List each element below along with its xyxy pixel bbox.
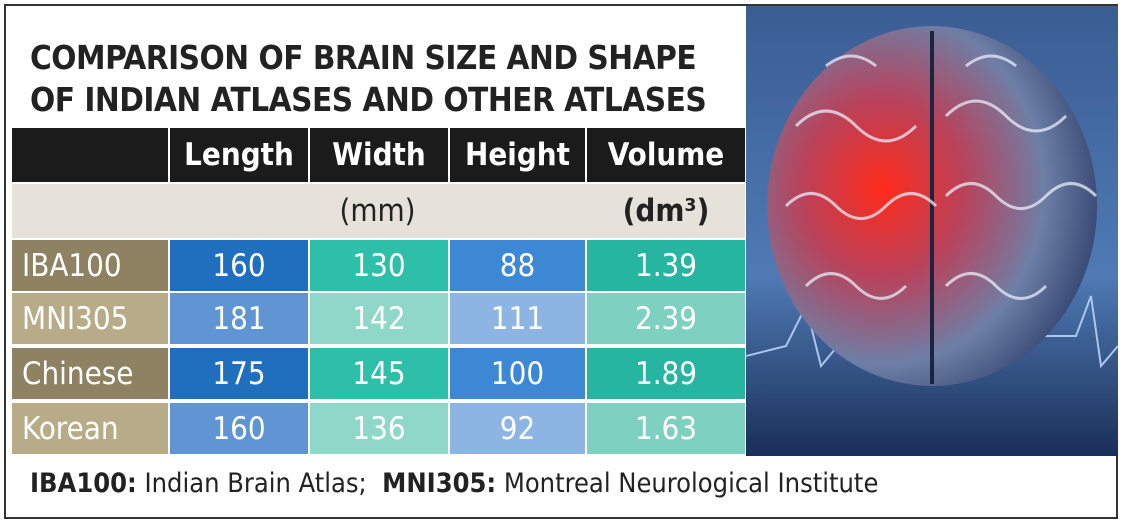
data-cell: 1.63 bbox=[587, 403, 745, 454]
data-cell: 92 bbox=[450, 403, 585, 454]
header-cell: Length bbox=[170, 128, 308, 182]
data-cell: 2.39 bbox=[587, 293, 745, 344]
brain-image bbox=[746, 6, 1118, 456]
footnote-term: MNI305: bbox=[382, 468, 496, 499]
footnote-text: Montreal Neurological Institute bbox=[504, 468, 879, 499]
units-cell: (dm³) bbox=[587, 184, 745, 238]
data-cell: 111 bbox=[450, 293, 585, 344]
row-label: Korean bbox=[12, 403, 168, 454]
data-cell: 145 bbox=[310, 348, 448, 399]
row-label: IBA100 bbox=[12, 240, 168, 291]
data-cell: 181 bbox=[170, 293, 308, 344]
footnote-term: IBA100: bbox=[30, 468, 137, 499]
data-cell: 100 bbox=[450, 348, 585, 399]
data-cell: 88 bbox=[450, 240, 585, 291]
data-cell: 1.39 bbox=[587, 240, 745, 291]
title-line: OF INDIAN ATLASES AND OTHER ATLASES bbox=[30, 80, 706, 119]
row-label: Chinese bbox=[12, 348, 168, 399]
header-cell: Volume bbox=[587, 128, 745, 182]
header-cell bbox=[12, 128, 168, 182]
header-cell: Height bbox=[450, 128, 585, 182]
units-cell: (mm) bbox=[170, 184, 585, 238]
footnote: IBA100: Indian Brain Atlas; MNI305: Mont… bbox=[30, 468, 878, 499]
header-cell: Width bbox=[310, 128, 448, 182]
footnote-text: Indian Brain Atlas; bbox=[144, 468, 366, 499]
data-cell: 175 bbox=[170, 348, 308, 399]
data-cell: 160 bbox=[170, 240, 308, 291]
data-cell: 160 bbox=[170, 403, 308, 454]
row-label: MNI305 bbox=[12, 293, 168, 344]
data-cell: 142 bbox=[310, 293, 448, 344]
data-cell: 136 bbox=[310, 403, 448, 454]
data-cell: 1.89 bbox=[587, 348, 745, 399]
data-cell: 130 bbox=[310, 240, 448, 291]
title-line: COMPARISON OF BRAIN SIZE AND SHAPE bbox=[30, 38, 696, 77]
